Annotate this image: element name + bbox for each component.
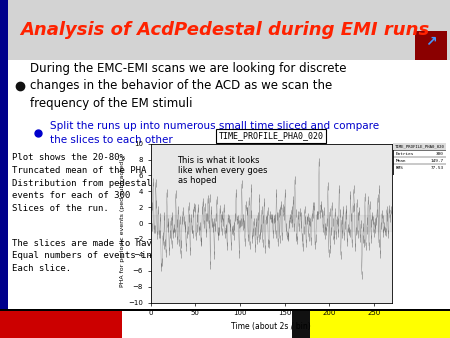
Text: Split the runs up into numerous small time sliced and compare
the slices to each: Split the runs up into numerous small ti… [50,121,379,145]
Text: The slices are made to have
Equal numbers of events in
Each slice.: The slices are made to have Equal number… [12,239,157,273]
Bar [393,143,446,150]
Text: Mean: Mean [396,159,406,163]
Text: This is what it looks
like when every goes
as hoped: This is what it looks like when every go… [177,155,267,185]
Text: Plot shows the 20-80%
Truncated mean of the PHA
Distribution from pedestal
event: Plot shows the 20-80% Truncated mean of … [12,153,152,213]
Bar [310,310,450,338]
Bar [415,31,447,53]
Y-axis label: PHA for periodic events (ped subtracted): PHA for periodic events (ped subtracted) [121,159,126,287]
Text: RMS: RMS [396,166,404,170]
Text: TIME_PROFILE_PHA0_020: TIME_PROFILE_PHA0_020 [395,145,445,148]
X-axis label: Time (about 2s / bin): Time (about 2s / bin) [231,322,311,331]
Bar [8,0,450,60]
Bar [292,310,310,338]
Bar [122,310,292,338]
Bar [0,310,122,338]
Text: 149.7: 149.7 [431,159,444,163]
Text: During the EMC-EMI scans we are looking for discrete
changes in the behavior of : During the EMC-EMI scans we are looking … [30,62,346,110]
Text: Entries: Entries [396,151,414,155]
Bar [0,309,450,311]
Text: ↗: ↗ [425,35,437,49]
Text: 77.53: 77.53 [431,166,444,170]
Bar [0,0,8,310]
Text: 300: 300 [436,151,444,155]
Title: TIME_PROFILE_PHA0_020: TIME_PROFILE_PHA0_020 [219,131,324,140]
Bar [415,52,447,60]
Text: Analysis of AcdPedestal during EMI runs: Analysis of AcdPedestal during EMI runs [20,21,430,39]
